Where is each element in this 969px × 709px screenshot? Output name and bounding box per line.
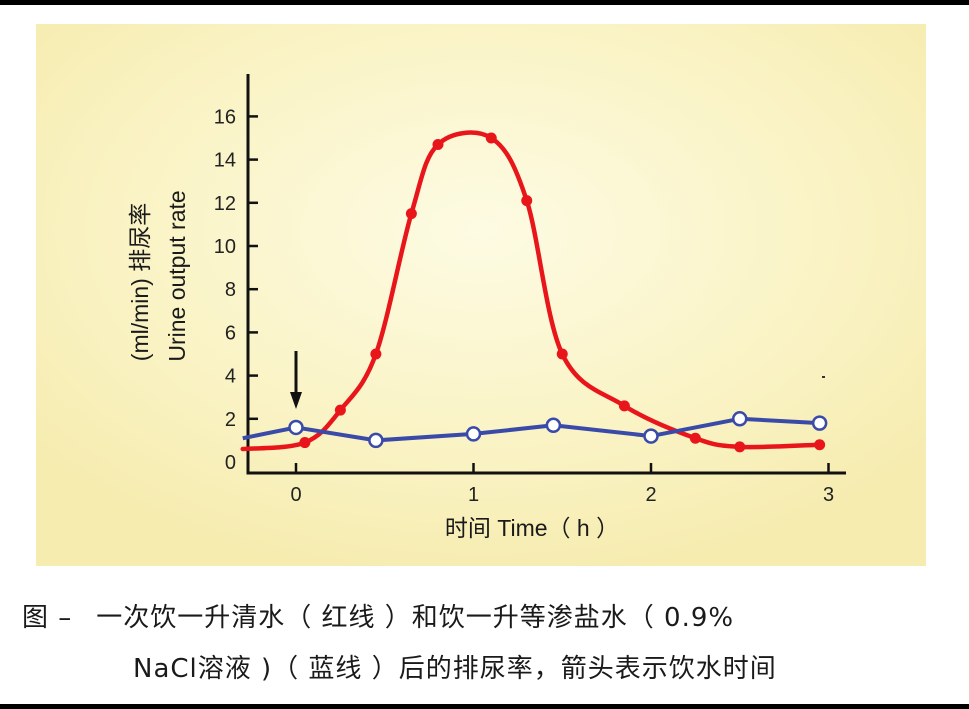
water-series-point — [521, 195, 533, 207]
caption-text-1: 一次饮一升清水（ 红线 ）和饮一升等渗盐水（ 0.9% — [96, 603, 735, 633]
y-tick-label-2: 2 — [225, 409, 236, 431]
drink-arrow-head — [290, 392, 302, 409]
water-series-point — [334, 404, 346, 416]
y-tick-label-14: 14 — [214, 150, 236, 172]
y-tick-label-10: 10 — [214, 236, 236, 258]
water-series-point — [618, 400, 630, 412]
top-border — [0, 0, 969, 5]
x-axis-label: 时间 Time（ h ） — [445, 515, 619, 541]
saline-series-line — [242, 416, 820, 443]
y-tick-label-6: 6 — [225, 322, 236, 344]
caption-line-2: NaCl溶液 )（ 蓝线 ）后的排尿率，箭头表示饮水时间 — [133, 648, 777, 685]
x-tick-label-0: 0 — [290, 484, 301, 506]
x-tick-label-1: 1 — [468, 484, 479, 506]
saline-series-point — [643, 428, 659, 444]
caption-prefix: 图 – — [22, 603, 73, 633]
y-axis-label-en: Urine output rate — [164, 190, 190, 361]
stray-dot — [822, 376, 825, 378]
y-tick-label-16: 16 — [214, 106, 236, 128]
bottom-border — [0, 704, 969, 709]
saline-series-point — [811, 415, 828, 431]
water-series-point — [556, 348, 568, 360]
water-series-point — [814, 439, 826, 451]
water-series-point — [734, 441, 746, 453]
saline-series-point — [732, 411, 748, 427]
y-axis-label-cn: (ml/min) 排尿率 — [127, 203, 153, 361]
y-axis-label-main: 排尿率 — [127, 203, 153, 272]
water-series-point — [485, 132, 497, 144]
y-tick-label-4: 4 — [225, 366, 236, 388]
y-tick-label-0: 0 — [225, 452, 236, 474]
water-series-point — [370, 348, 382, 360]
saline-series-point — [545, 417, 562, 434]
caption-line-1: 图 – 一次饮一升清水（ 红线 ）和饮一升等渗盐水（ 0.9% — [22, 597, 734, 634]
saline-series-point — [465, 426, 482, 442]
saline-series-point — [288, 419, 304, 436]
x-tick-label-3: 3 — [823, 484, 834, 506]
x-tick-label-2: 2 — [645, 484, 656, 506]
y-tick-label-12: 12 — [214, 193, 236, 215]
water-series-point — [689, 432, 701, 444]
water-series-point — [405, 208, 417, 220]
water-series-point — [299, 437, 311, 449]
y-axis-label-unit: (ml/min) — [127, 272, 153, 361]
water-series-point — [432, 138, 444, 150]
saline-series-point — [368, 432, 384, 449]
chart-panel: 0 2 4 6 8 10 12 14 16 0 1 2 3 时间 Time（ h ） (ml/min) 排尿… — [36, 24, 926, 566]
y-tick-label-8: 8 — [225, 279, 236, 301]
chart-background — [36, 24, 926, 566]
caption-text-2: NaCl溶液 )（ 蓝线 ）后的排尿率，箭头表示饮水时间 — [133, 654, 777, 684]
